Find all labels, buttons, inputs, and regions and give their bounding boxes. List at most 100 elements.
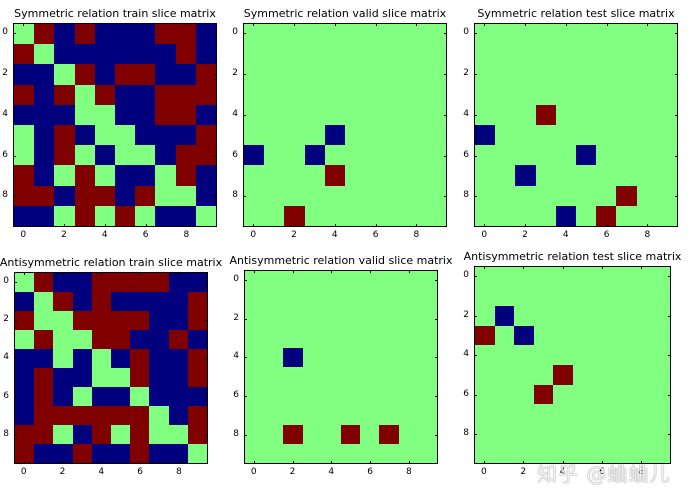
- heatmap-cell: [284, 185, 305, 206]
- heatmap-cell: [302, 367, 322, 387]
- heatmap-cell: [385, 145, 406, 166]
- heatmap-cell: [34, 349, 54, 368]
- y-tick-mark: [205, 320, 208, 321]
- heatmap-cell: [111, 349, 131, 368]
- x-tick-mark: [641, 266, 643, 269]
- heatmap-cell: [533, 286, 553, 307]
- heatmap-cell: [650, 443, 670, 463]
- heatmap-cell: [91, 444, 111, 463]
- heatmap-cell: [94, 165, 115, 186]
- heatmap-cell: [321, 424, 341, 444]
- heatmap-cell: [130, 387, 150, 406]
- y-tick-label: 8: [463, 428, 469, 439]
- heatmap-cell: [284, 24, 305, 45]
- heatmap-cell: [324, 145, 345, 166]
- heatmap-plot: Symmetric relation test slice matrix 0 2 4 6…: [463, 7, 678, 240]
- heatmap-cell: [417, 328, 437, 348]
- x-tick-label: 4: [101, 230, 108, 240]
- heatmap-cell: [405, 205, 426, 226]
- heatmap-cell: [149, 292, 169, 311]
- heatmap-cell: [475, 423, 495, 444]
- heatmap-cell: [533, 384, 553, 405]
- heatmap-cell: [656, 165, 677, 186]
- heatmap-cell: [592, 423, 612, 444]
- heatmap-cell: [656, 125, 677, 146]
- heatmap-cell: [264, 84, 285, 105]
- heatmap-cell: [168, 425, 188, 444]
- heatmap-cell: [72, 273, 92, 292]
- heatmap-cell: [515, 24, 536, 45]
- heatmap-cell: [264, 104, 285, 125]
- heatmap-cell: [631, 345, 651, 365]
- heatmap-cell: [616, 125, 637, 146]
- heatmap-cell: [405, 44, 426, 65]
- x-tick-mark: [186, 224, 188, 227]
- heatmap-cell: [111, 406, 131, 425]
- heatmap-cell: [555, 125, 576, 146]
- heatmap-cell: [245, 386, 265, 406]
- heatmap-cell: [283, 328, 303, 348]
- heatmap-cell: [631, 325, 651, 346]
- x-tick-mark: [331, 461, 333, 464]
- heatmap-cell: [54, 205, 75, 226]
- heatmap-cell: [53, 349, 73, 368]
- heatmap-cell: [535, 64, 556, 85]
- x-tick-label: 0: [250, 230, 257, 240]
- heatmap-cell: [345, 24, 366, 45]
- y-tick-label: 4: [463, 349, 469, 360]
- heatmap-cell: [576, 205, 597, 226]
- heatmap-cell: [264, 185, 285, 206]
- heatmap-cell: [535, 165, 556, 186]
- heatmap-cell: [168, 349, 188, 368]
- heatmap-cell: [195, 205, 216, 226]
- heatmap-cell: [72, 387, 92, 406]
- heatmap-cell: [14, 84, 35, 105]
- heatmap-cell: [576, 24, 597, 45]
- heatmap-cell: [514, 443, 534, 463]
- heatmap-cell: [283, 405, 303, 425]
- y-tick-mark: [474, 74, 477, 75]
- heatmap-cell: [245, 309, 265, 329]
- heatmap-cell: [611, 423, 631, 444]
- heatmap-cell: [264, 165, 285, 186]
- heatmap-cell: [475, 345, 495, 365]
- x-tick-mark: [178, 461, 180, 464]
- heatmap-cell: [495, 104, 516, 125]
- heatmap-cell: [398, 443, 418, 463]
- heatmap-cell: [533, 345, 553, 365]
- heatmap-cell: [553, 267, 573, 287]
- y-tick-mark: [243, 196, 246, 198]
- heatmap-cell: [656, 145, 677, 166]
- heatmap-cell: [636, 24, 657, 45]
- y-tick-mark: [474, 355, 477, 357]
- y-tick-label: 4: [232, 108, 238, 119]
- y-tick-mark: [244, 396, 247, 398]
- heatmap-cell: [135, 44, 156, 65]
- heatmap-cell: [187, 349, 207, 368]
- heatmap-cell: [475, 185, 496, 206]
- heatmap-cell: [365, 64, 386, 85]
- heatmap-cell: [155, 165, 176, 186]
- heatmap-cell: [324, 185, 345, 206]
- heatmap-cell: [94, 205, 115, 226]
- y-tick-label: 4: [2, 108, 8, 119]
- heatmap-cell: [553, 365, 573, 385]
- heatmap-cell: [592, 345, 612, 365]
- heatmap-cell: [417, 386, 437, 406]
- heatmap-plot: Antisymmetric relation train slice matri…: [0, 256, 222, 477]
- heatmap-cell: [398, 328, 418, 348]
- heatmap-cell: [245, 271, 265, 291]
- y-tick-mark: [435, 434, 438, 436]
- y-tick-label: 8: [233, 428, 239, 439]
- x-tick-label: 2: [291, 230, 297, 240]
- heatmap-cell: [533, 365, 553, 385]
- heatmap-cell: [385, 24, 406, 45]
- heatmap-cell: [264, 405, 284, 425]
- y-tick-label: 6: [463, 149, 469, 160]
- y-tick-label: 0: [232, 27, 238, 38]
- x-tick-mark: [178, 272, 180, 275]
- heatmap-cell: [195, 125, 216, 146]
- heatmap-cell: [535, 84, 556, 105]
- heatmap-cell: [341, 386, 361, 406]
- heatmap-cell: [34, 205, 55, 226]
